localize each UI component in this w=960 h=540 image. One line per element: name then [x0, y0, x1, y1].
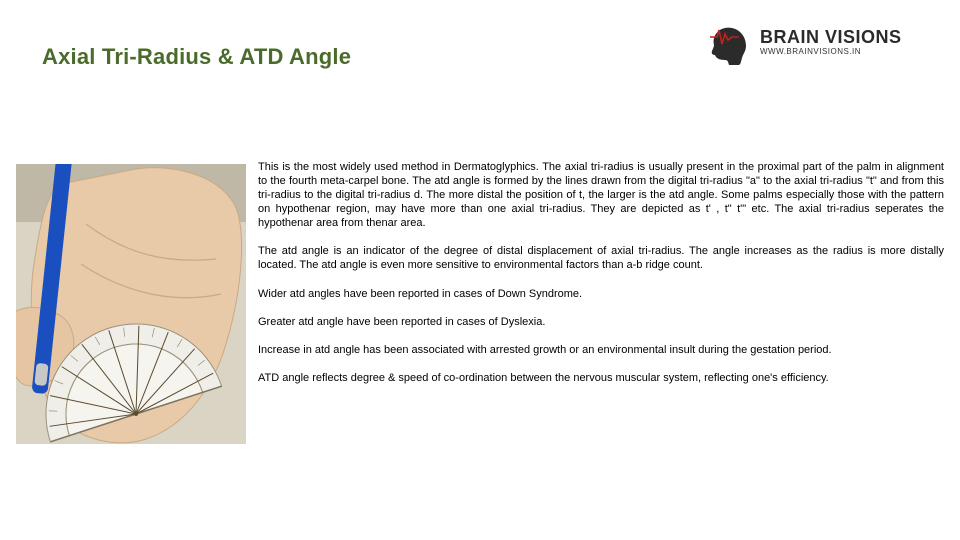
brand-url: WWW.BRAINVISIONS.IN [760, 47, 902, 56]
brand-logo: BRAIN VISIONS WWW.BRAINVISIONS.IN [706, 22, 936, 72]
content-area: This is the most widely used method in D… [16, 160, 944, 444]
brand-logo-icon [706, 24, 752, 70]
brand-logo-text: BRAIN VISIONS WWW.BRAINVISIONS.IN [760, 28, 902, 56]
illustration-hand-protractor [16, 164, 246, 444]
page-title: Axial Tri-Radius & ATD Angle [42, 44, 351, 70]
document-page: Axial Tri-Radius & ATD Angle BRAIN VISIO… [0, 0, 960, 540]
brand-name: BRAIN VISIONS [760, 28, 902, 46]
